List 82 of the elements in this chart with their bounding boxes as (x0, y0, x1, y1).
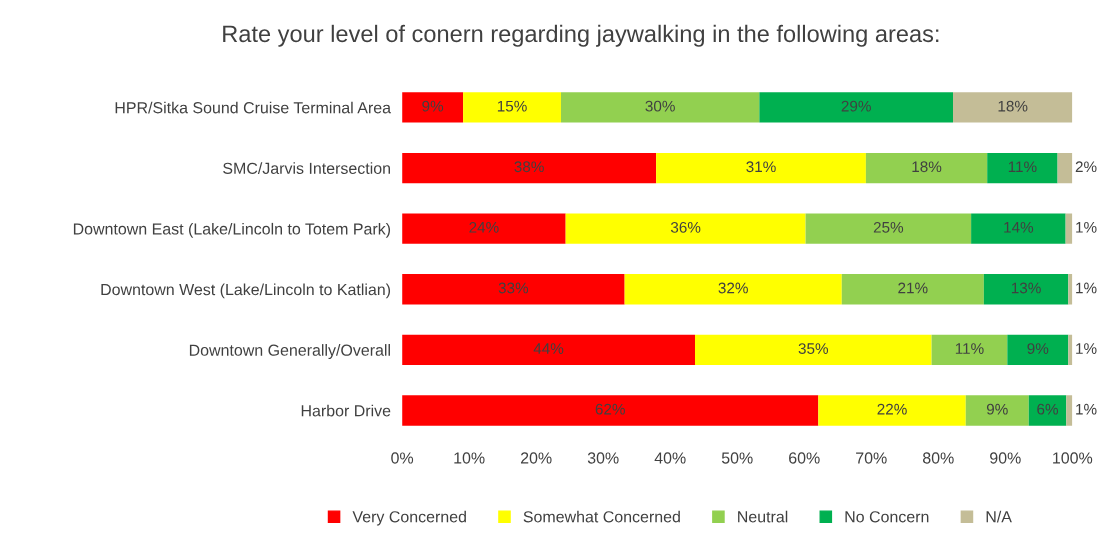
data-label: 6% (1037, 403, 1059, 415)
x-tick-label: 80% (922, 452, 954, 464)
data-label: 62% (595, 403, 625, 415)
bar (624, 274, 842, 305)
data-label: 9% (986, 403, 1008, 415)
bar (695, 334, 932, 366)
bar (402, 92, 464, 123)
data-label: 11% (955, 343, 984, 354)
data-label: 14% (1004, 222, 1034, 233)
data-label: 33% (498, 282, 529, 294)
data-label: 13% (1011, 282, 1041, 294)
bar (402, 334, 695, 366)
bar (971, 213, 1066, 244)
x-tick-label: 30% (587, 452, 619, 464)
bar (1066, 395, 1073, 426)
x-tick-label: 100% (1053, 452, 1093, 464)
bar (565, 213, 806, 244)
bar (759, 92, 954, 123)
data-label: 18% (912, 161, 942, 173)
data-label: 30% (645, 100, 675, 112)
x-tick-label: 90% (990, 452, 1021, 464)
chart-title: Rate your level of conern regarding jaywalking in the following areas: (223, 24, 939, 47)
data-label: 2% (1075, 161, 1097, 173)
data-label: 35% (798, 343, 829, 354)
bar (931, 334, 1008, 366)
data-label: 11% (1008, 161, 1037, 173)
x-tick-label: 20% (520, 452, 552, 464)
data-label: 9% (1027, 343, 1049, 354)
bar (965, 395, 1029, 426)
bar (1068, 334, 1073, 366)
x-tick-label: 60% (789, 452, 820, 464)
data-label: 21% (898, 282, 928, 294)
data-label: 29% (841, 100, 871, 112)
legend-label: No Concern (845, 511, 929, 523)
data-label: 1% (1076, 222, 1097, 233)
y-tick-label: Downtown East (Lake/Lincoln to Totem Park) (73, 222, 391, 238)
data-label: 36% (670, 221, 701, 233)
data-label: 24% (469, 221, 499, 233)
bar (1028, 395, 1067, 426)
bar (953, 92, 1073, 123)
x-tick-label: 70% (856, 452, 887, 464)
data-label: 22% (877, 403, 907, 415)
legend-label: Somewhat Concerned (523, 510, 680, 523)
bar (402, 274, 625, 305)
data-label: 1% (1076, 282, 1097, 294)
bar (841, 274, 984, 305)
x-tick-label: 50% (721, 452, 753, 464)
data-label: 15% (497, 100, 527, 112)
data-label: 1% (1076, 403, 1097, 415)
data-label: 9% (422, 100, 444, 112)
bar (463, 92, 561, 123)
bar (560, 92, 760, 123)
bar (987, 152, 1058, 184)
data-label: 31% (746, 161, 776, 173)
y-tick-label: HPR/Sitka Sound Cruise Terminal Area (115, 101, 392, 114)
bar (805, 213, 972, 244)
legend-label: Neutral (738, 510, 788, 523)
data-label: 18% (998, 100, 1028, 112)
x-tick-label: 40% (654, 452, 686, 464)
y-tick-label: Downtown West (Lake/Lincoln to Katlian) (101, 283, 391, 299)
bar (865, 152, 988, 184)
data-label: 25% (873, 221, 904, 233)
x-tick-label: 10% (454, 452, 485, 464)
data-label: 32% (718, 282, 748, 294)
data-label: 44% (533, 343, 564, 354)
y-tick-label: Harbor Drive (301, 404, 391, 417)
data-label: 38% (514, 161, 544, 173)
x-tick-label: 0% (391, 452, 414, 464)
legend-label: N/A (986, 510, 1012, 523)
bar (818, 395, 966, 426)
y-tick-label: SMC/Jarvis Intersection (223, 162, 390, 174)
data-label: 1% (1076, 343, 1097, 354)
bar (402, 395, 819, 426)
y-tick-label: Downtown Generally/Overall (189, 344, 390, 359)
bar (402, 213, 566, 244)
bar (983, 274, 1069, 305)
legend-label: Very Concerned (352, 510, 466, 526)
bar (402, 152, 657, 184)
bar (1057, 152, 1073, 184)
bar (1007, 334, 1069, 366)
bar (656, 152, 866, 184)
bar (1068, 274, 1073, 305)
